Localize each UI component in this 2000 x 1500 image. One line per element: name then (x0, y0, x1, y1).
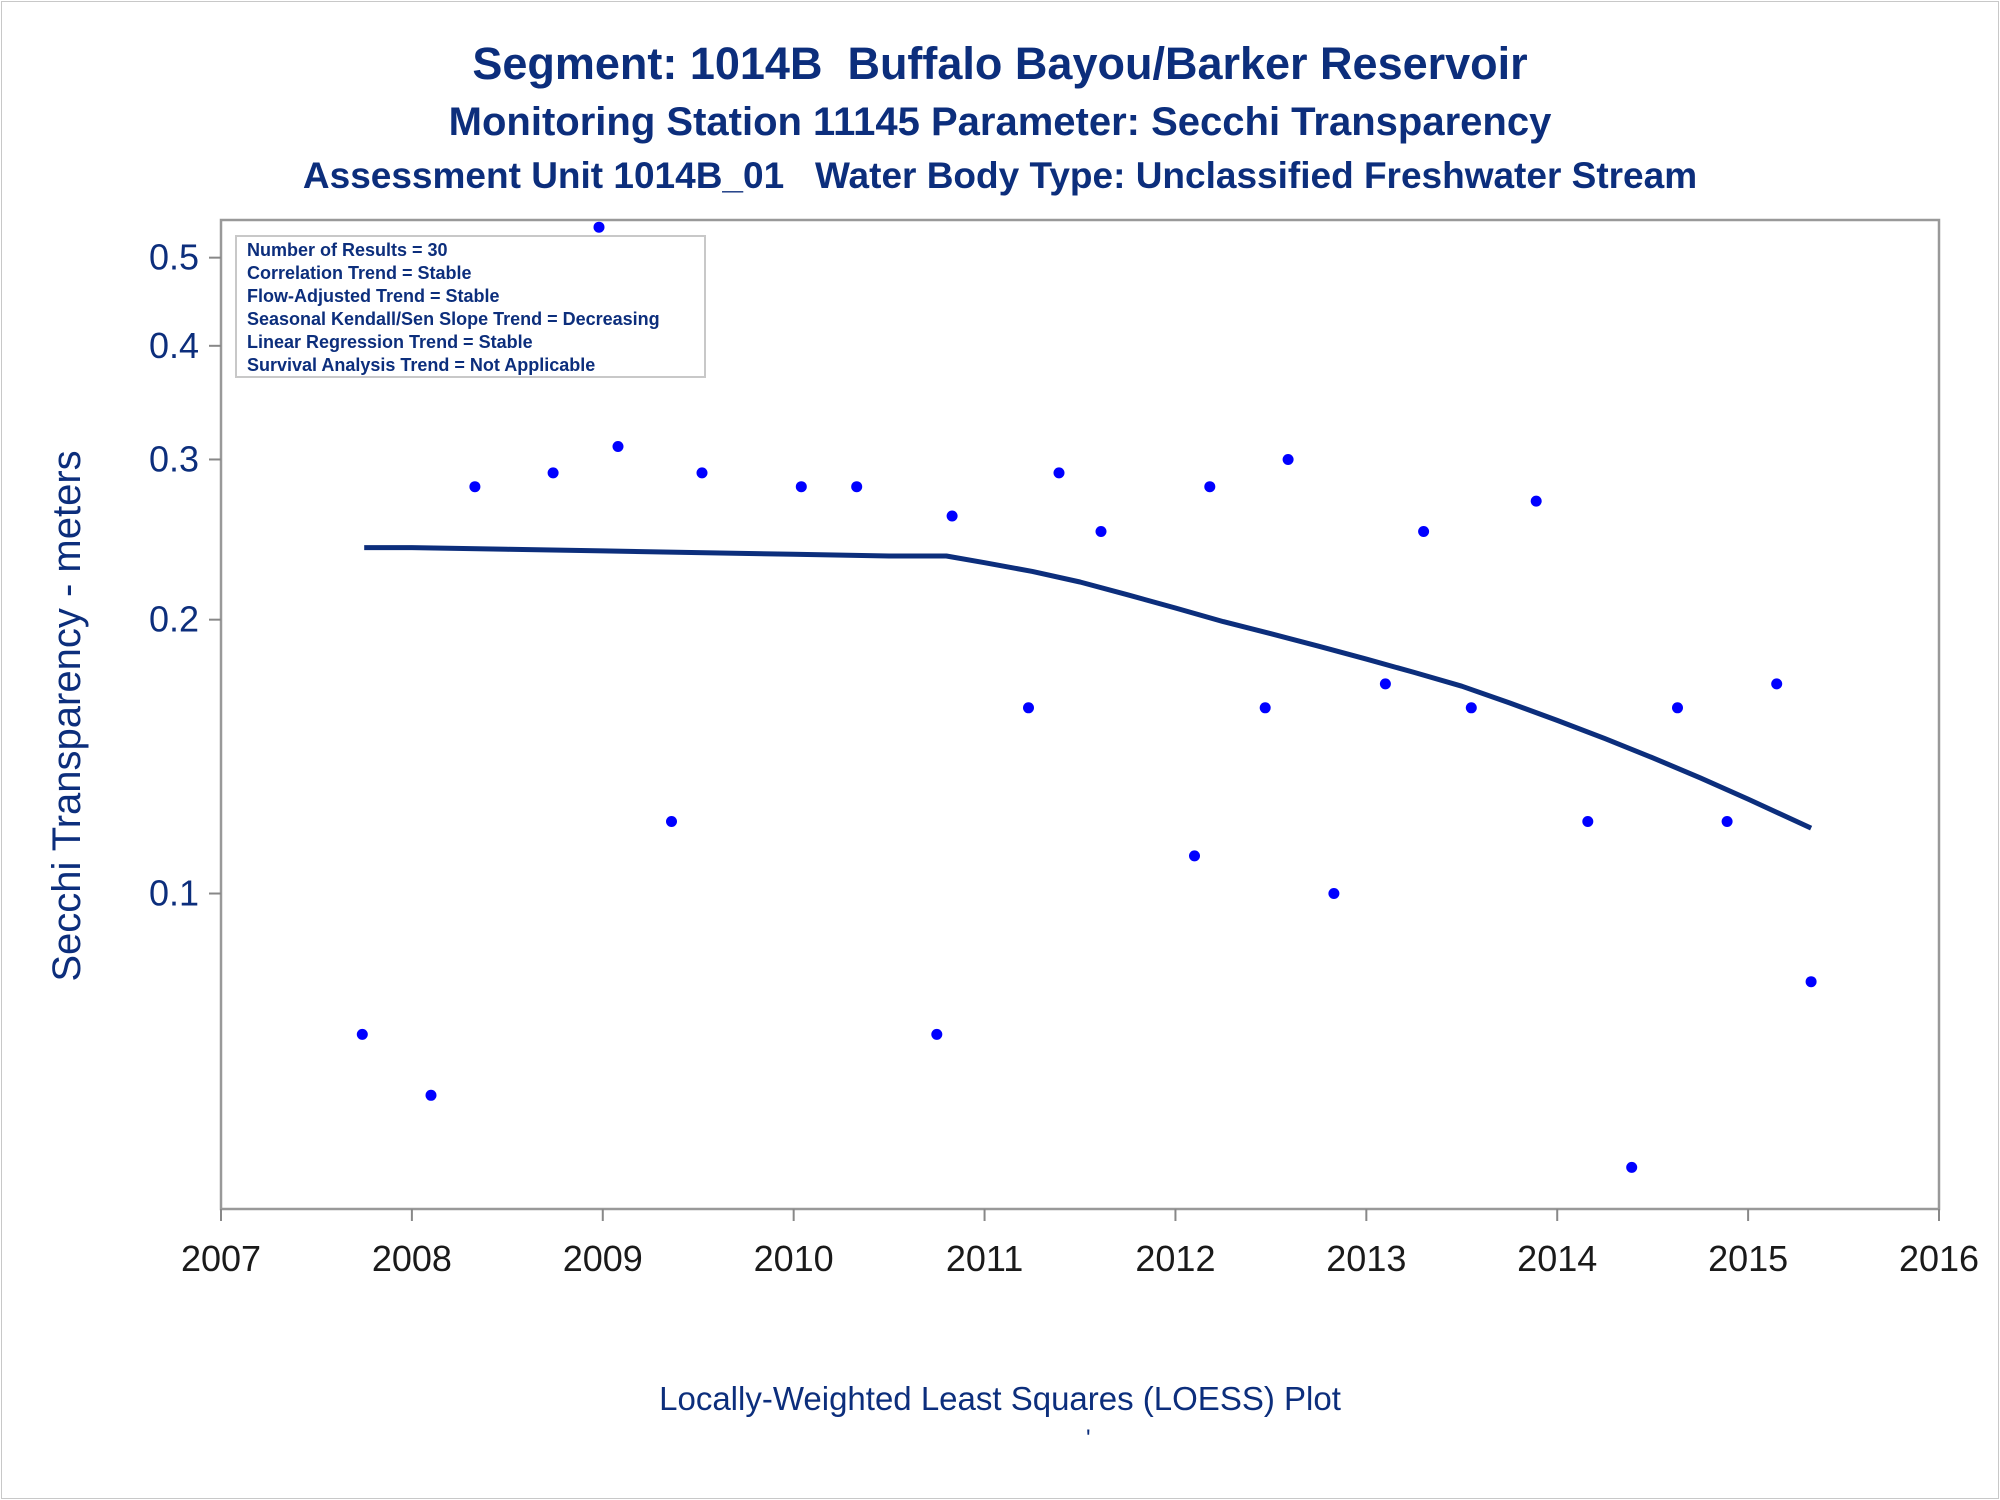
trend-info-line: Seasonal Kendall/Sen Slope Trend = Decre… (247, 309, 660, 329)
data-point (1282, 454, 1294, 465)
chart-subtitle-2: Assessment Unit 1014B_01 Water Body Type… (302, 155, 1698, 196)
chart-subtitle: Monitoring Station 11145 Parameter: Secc… (448, 100, 1552, 144)
data-point (1189, 850, 1200, 862)
chart-title: Segment: 1014B Buffalo Bayou/Barker Rese… (472, 38, 1528, 89)
trend-info-box: Number of Results = 30 Correlation Trend … (235, 235, 706, 378)
data-point (425, 1089, 437, 1101)
data-point (1259, 702, 1271, 714)
y-axis-label: Secchi Transparency - meters (45, 450, 89, 981)
data-point (1626, 1161, 1638, 1173)
data-point (1095, 526, 1107, 537)
trend-info-line: Linear Regression Trend = Stable (247, 332, 533, 352)
data-point (1328, 888, 1340, 899)
data-point (612, 441, 624, 452)
x-tick-label: 2013 (1326, 1238, 1406, 1279)
data-point (1379, 678, 1391, 690)
data-point (1465, 702, 1477, 714)
data-point (547, 467, 559, 479)
loess-line (364, 545, 1813, 831)
data-point (1023, 702, 1034, 714)
footnote-mark: ' (1086, 1425, 1091, 1452)
y-tick-label: 0.1 (149, 873, 199, 914)
data-point (1530, 495, 1542, 507)
x-tick-label: 2011 (946, 1238, 1023, 1279)
data-point (946, 510, 958, 522)
data-point (593, 221, 605, 233)
footnote: Locally-Weighted Least Squares (LOESS) P… (659, 1380, 1341, 1417)
data-point (469, 481, 481, 493)
x-tick-label: 2016 (1899, 1238, 1979, 1279)
trend-info-line: Flow-Adjusted Trend = Stable (247, 286, 500, 306)
data-point (356, 1028, 368, 1040)
data-point (1672, 702, 1683, 714)
y-tick-label: 0.4 (149, 325, 199, 366)
data-point (1721, 816, 1733, 827)
x-tick-label: 2012 (1135, 1238, 1215, 1279)
data-point (795, 481, 807, 493)
y-tick-label: 0.3 (149, 438, 199, 479)
loess-curve (364, 545, 1813, 831)
data-point (666, 816, 677, 827)
trend-info-box-border (235, 235, 706, 378)
data-point (696, 467, 708, 479)
data-point (1418, 526, 1430, 537)
trend-info-line: Number of Results = 30 (247, 240, 448, 260)
trend-info-line: Survival Analysis Trend = Not Applicable (247, 355, 595, 375)
trend-info-line: Correlation Trend = Stable (247, 263, 472, 283)
x-tick-label: 2008 (372, 1238, 452, 1279)
data-point (1053, 467, 1065, 479)
x-tick-label: 2010 (754, 1238, 834, 1279)
data-point (1204, 481, 1216, 493)
x-tick-label: 2007 (181, 1238, 261, 1279)
data-point (931, 1028, 943, 1040)
x-tick-label: 2009 (563, 1238, 643, 1279)
x-tick-label: 2014 (1517, 1238, 1597, 1279)
y-tick-label: 0.5 (149, 237, 199, 278)
data-point (851, 481, 863, 493)
axes: 2007 2008 2009 2010 2011 2012 2013 2014 2015 2016… (149, 237, 1979, 1279)
data-point (1771, 678, 1783, 690)
y-tick-label: 0.2 (149, 599, 199, 640)
data-point (1582, 816, 1594, 827)
x-tick-label: 2015 (1708, 1238, 1788, 1279)
data-points (356, 221, 1817, 1173)
data-point (1805, 976, 1817, 988)
plot-area-border (219, 218, 1941, 1211)
